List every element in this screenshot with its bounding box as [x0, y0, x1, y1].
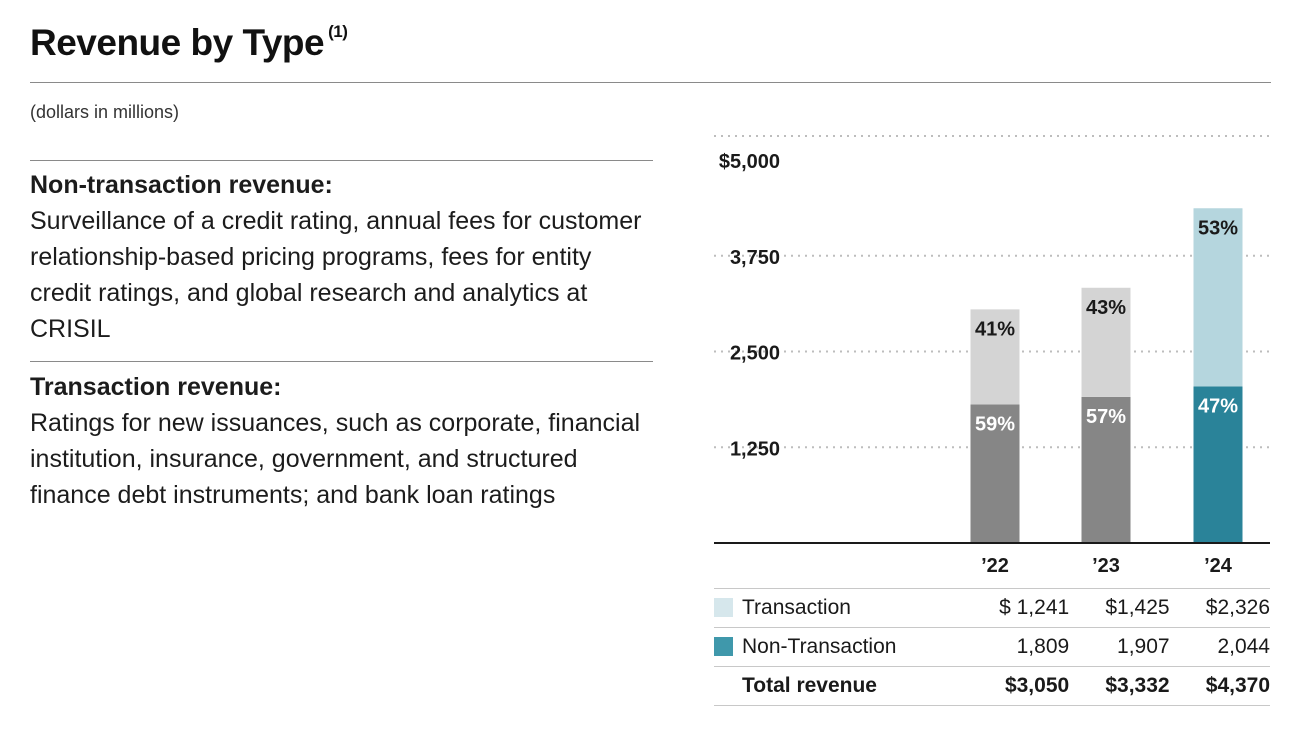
bar-non-transaction-2 — [1193, 386, 1243, 543]
definition-heading: Non-transaction revenue: — [30, 171, 333, 199]
row-label: Total revenue — [714, 666, 969, 706]
table-row: Non-Transaction 1,809 1,907 2,044 — [714, 627, 1270, 667]
bar-non-transaction-1 — [1081, 396, 1131, 543]
table-cell: $4,370 — [1169, 666, 1270, 706]
units-subtitle: (dollars in millions) — [30, 102, 180, 122]
table-cell: $3,050 — [968, 666, 1070, 706]
definition-body: Ratings for new issuances, such as corpo… — [30, 409, 641, 509]
bar-non-transaction-0 — [970, 404, 1020, 543]
y-tick-label: 1,250 — [730, 438, 780, 460]
bar-share-label: 41% — [975, 318, 1015, 340]
footnote-marker: (1) — [328, 22, 348, 41]
bar-transaction-0 — [970, 309, 1020, 405]
row-label: Transaction — [714, 588, 969, 628]
stacked-bar-chart: 1,250 2,500 3,750 $5,000 59% 41% ’22 57% 43% ’23 4… — [714, 135, 1270, 577]
definition-transaction: Transaction revenue: Ratings for new iss… — [30, 369, 650, 513]
title-text: Revenue by Type — [30, 22, 325, 63]
definition-rule-2 — [30, 361, 653, 362]
row-label-text: Non-Transaction — [742, 635, 897, 658]
table-cell: $ 1,241 — [968, 588, 1070, 628]
definition-rule-1 — [30, 160, 653, 161]
row-label-text: Transaction — [742, 596, 851, 619]
bar-share-label: 59% — [975, 413, 1015, 435]
bar-share-label: 53% — [1198, 217, 1238, 239]
bar-share-label: 47% — [1198, 395, 1238, 417]
title-rule — [30, 82, 1271, 83]
table-cell: $3,332 — [1069, 666, 1170, 706]
legend-swatch-non-transaction — [714, 637, 733, 656]
y-tick-label: 3,750 — [730, 247, 780, 269]
definition-non-transaction: Non-transaction revenue: Surveillance of… — [30, 167, 650, 347]
bar-share-label: 57% — [1086, 406, 1126, 428]
row-label: Non-Transaction — [714, 627, 969, 667]
y-tick-label: $5,000 — [719, 151, 780, 173]
bar-share-label: 43% — [1086, 297, 1126, 319]
definition-heading: Transaction revenue: — [30, 373, 282, 401]
y-tick-label: 2,500 — [730, 343, 780, 365]
bar-transaction-1 — [1081, 287, 1131, 397]
legend-swatch-transaction — [714, 598, 733, 617]
table-cell: 1,907 — [1069, 627, 1170, 667]
x-tick-label: ’22 — [981, 555, 1009, 577]
table-row-total: Total revenue $3,050 $3,332 $4,370 — [714, 666, 1270, 706]
table-cell: 2,044 — [1169, 627, 1270, 667]
definition-body: Surveillance of a credit rating, annual … — [30, 207, 642, 343]
table-row: Transaction $ 1,241 $1,425 $2,326 — [714, 588, 1270, 628]
x-tick-label: ’24 — [1204, 555, 1233, 577]
chart-title: Revenue by Type (1) — [30, 22, 348, 64]
x-tick-label: ’23 — [1092, 555, 1120, 577]
revenue-table: Transaction $ 1,241 $1,425 $2,326 Non-Tr… — [714, 588, 1270, 706]
table-cell: 1,809 — [968, 627, 1070, 667]
table-cell: $1,425 — [1069, 588, 1170, 628]
bar-transaction-2 — [1193, 208, 1243, 387]
table-cell: $2,326 — [1169, 588, 1270, 628]
